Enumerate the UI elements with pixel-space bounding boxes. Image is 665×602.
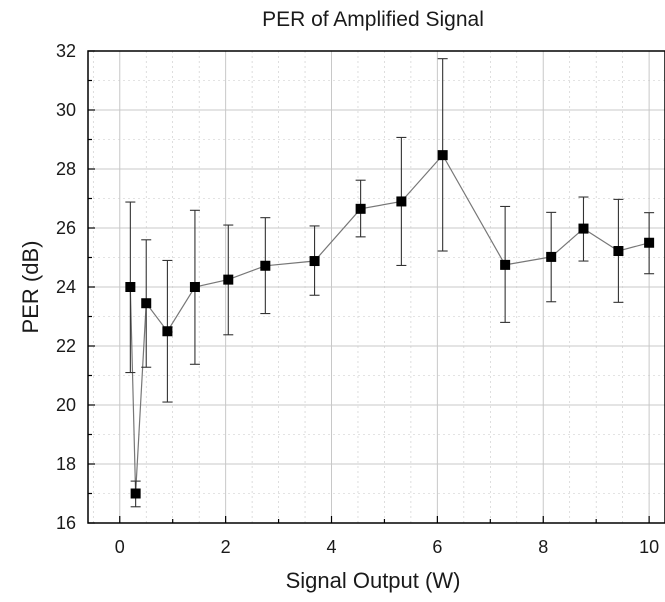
x-tick-label: 8 [538, 537, 548, 557]
y-tick-label: 16 [56, 513, 76, 533]
y-tick-label: 30 [56, 100, 76, 120]
line-layer [129, 154, 650, 494]
y-tick-label: 28 [56, 159, 76, 179]
y-tick-label: 22 [56, 336, 76, 356]
data-point [130, 488, 141, 499]
data-point [141, 298, 152, 309]
y-tick-label: 20 [56, 395, 76, 415]
y-tick-label: 26 [56, 218, 76, 238]
data-point [223, 274, 234, 285]
data-point [437, 150, 448, 161]
chart-title: PER of Amplified Signal [262, 8, 484, 31]
data-point [309, 256, 320, 267]
point-layer [125, 150, 655, 499]
x-tick-label: 6 [432, 537, 442, 557]
data-point [613, 246, 624, 257]
data-point [125, 282, 136, 292]
grid-layer [88, 51, 665, 523]
x-tick-label: 4 [326, 537, 336, 557]
data-point [500, 259, 511, 270]
data-point [644, 237, 655, 248]
error-bar-layer [125, 58, 655, 508]
x-tick-label: 10 [639, 537, 659, 557]
y-tick-label: 32 [56, 41, 76, 61]
y-tick-label: 18 [56, 454, 76, 474]
x-tick-label: 0 [115, 537, 125, 557]
data-point [546, 251, 557, 262]
series-line [129, 154, 650, 494]
x-axis-label: Signal Output (W) [286, 568, 461, 593]
x-tick-label: 2 [221, 537, 231, 557]
data-point [162, 326, 173, 337]
data-point [189, 282, 200, 292]
y-axis-label: PER (dB) [18, 241, 43, 334]
y-tick-label: 24 [56, 277, 76, 297]
data-point [260, 260, 271, 271]
data-point [355, 203, 366, 214]
data-point [396, 196, 407, 207]
data-point [578, 223, 589, 234]
